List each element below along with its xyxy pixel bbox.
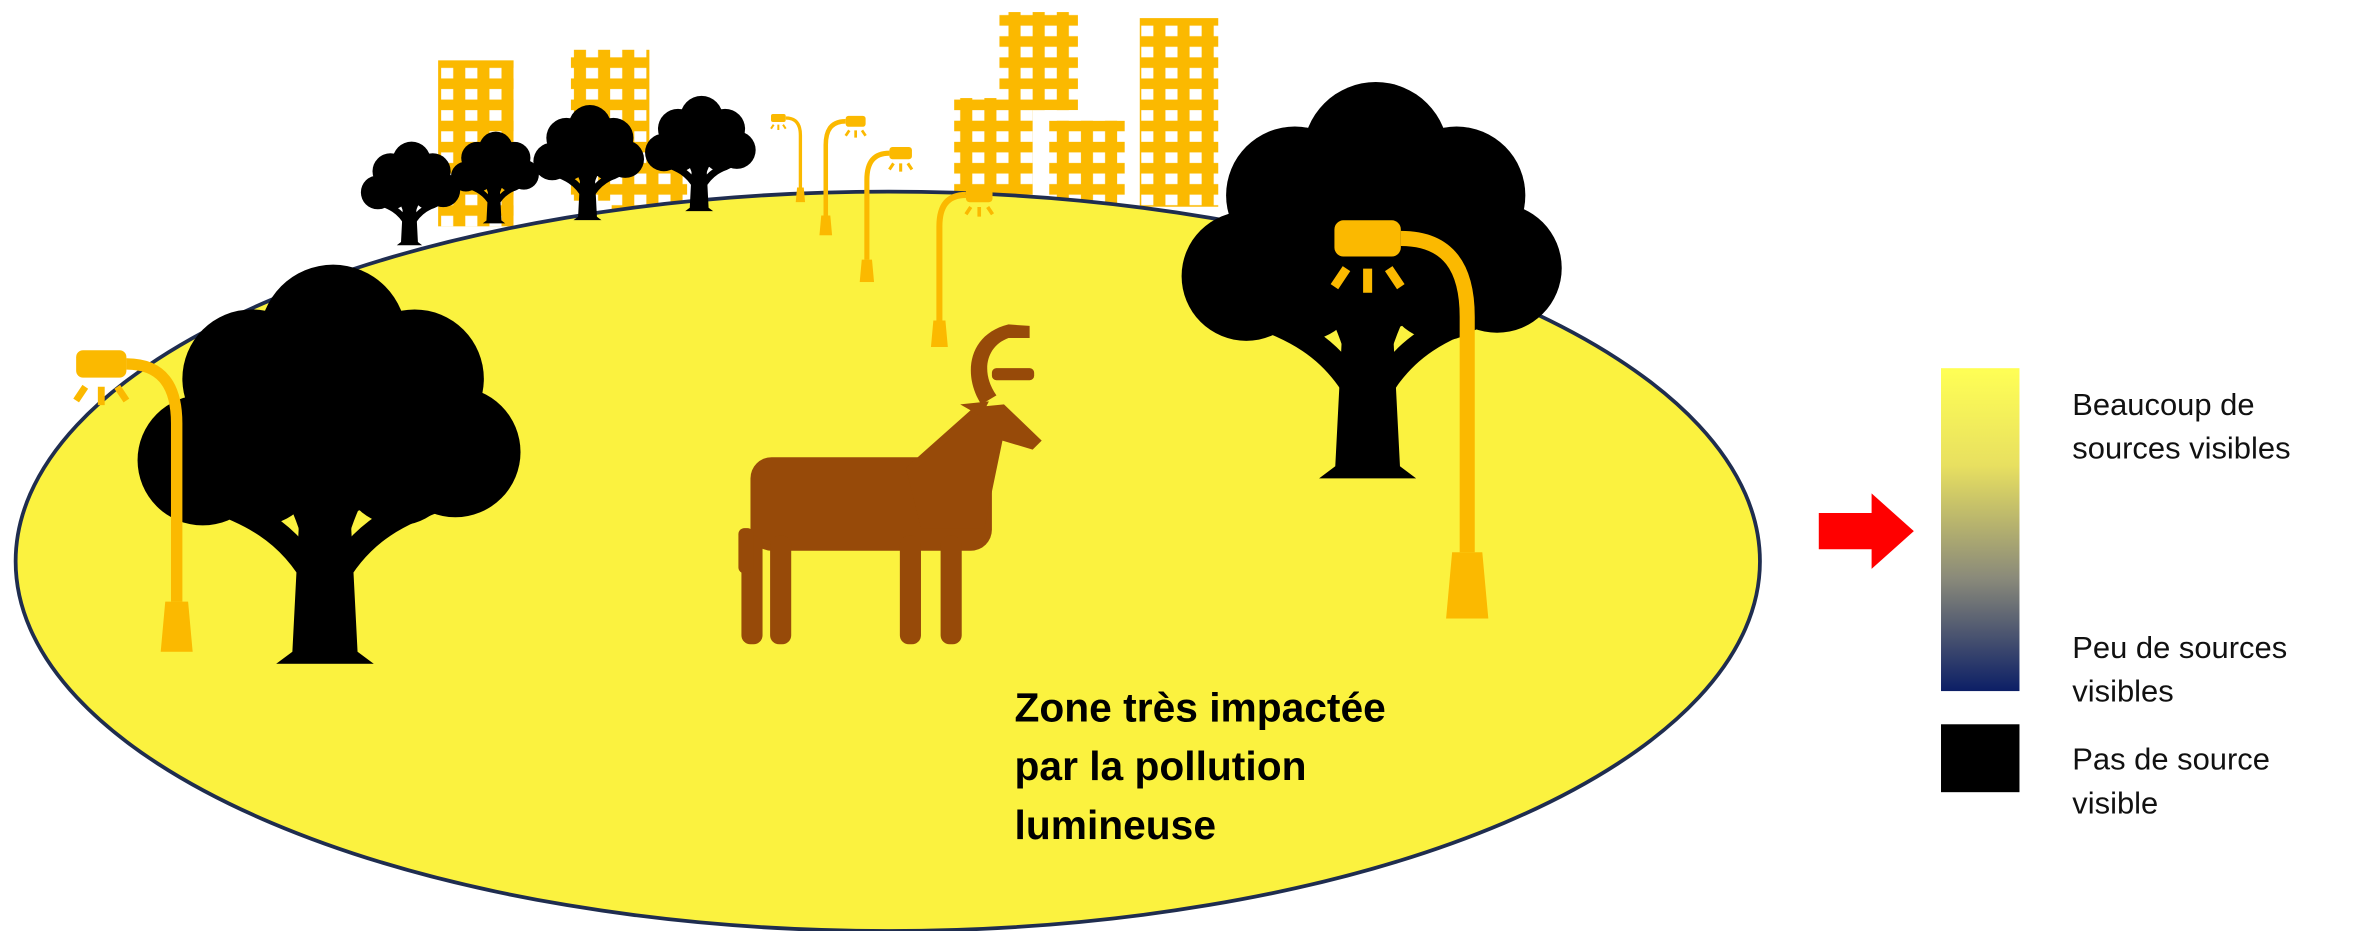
text-line: sources visibles (2072, 431, 2290, 466)
diagram: Zone très impactée par la pollution lumi… (0, 0, 2355, 931)
legend-label: Pas de source visible (2072, 742, 2278, 821)
legend-gradient (1941, 368, 2019, 691)
text-line: Peu de sources (2072, 630, 2287, 665)
arrow (1819, 493, 1914, 568)
text-line: par la pollution (1015, 743, 1307, 789)
text-line: lumineuse (1015, 802, 1216, 848)
legend-black (1941, 724, 2019, 792)
text-line: visible (2072, 785, 2158, 820)
text-line: Beaucoup de (2072, 387, 2254, 422)
page: {"zone_label": {"lines": ["Zone très imp… (0, 0, 2355, 931)
legend-label: Beaucoup de sources visibles (2072, 387, 2290, 466)
text-line: Pas de source (2072, 742, 2270, 777)
text-line: Zone très impactée (1015, 684, 1386, 730)
text-line: visibles (2072, 674, 2173, 709)
legend-label: Peu de sources visibles (2072, 630, 2295, 709)
